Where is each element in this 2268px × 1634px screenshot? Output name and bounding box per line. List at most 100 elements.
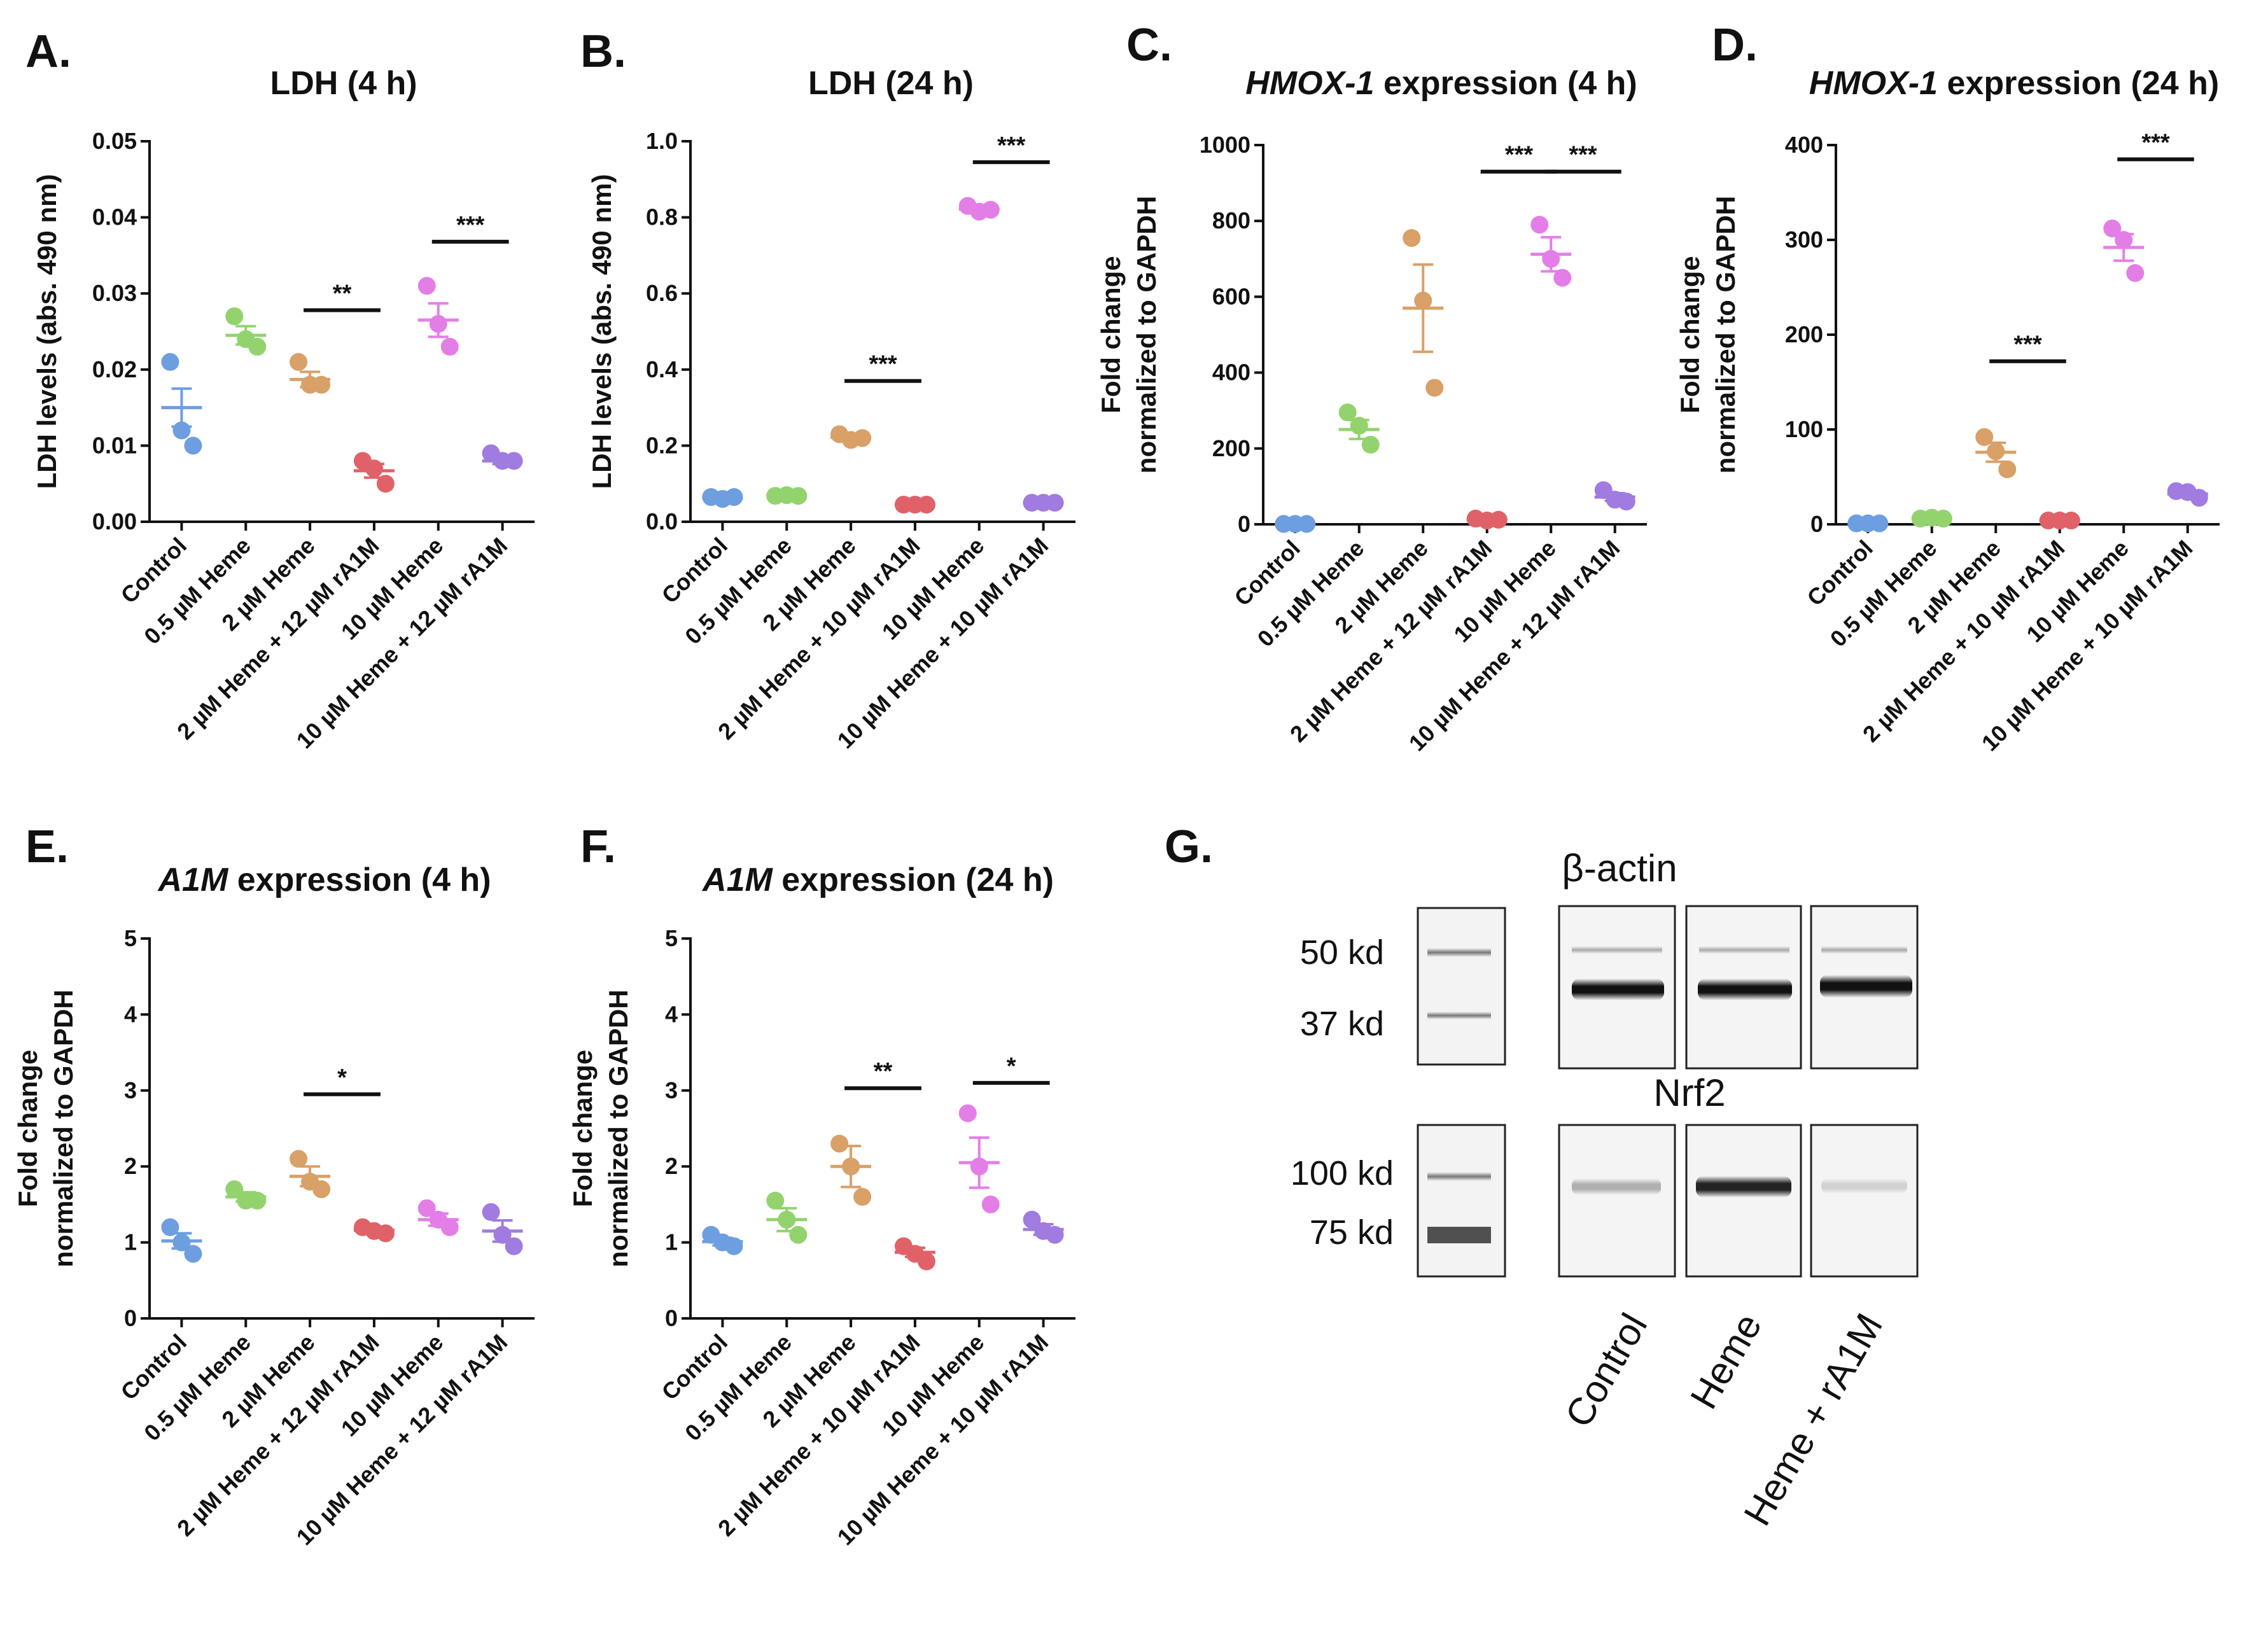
y-axis-label: Fold change — [568, 1050, 598, 1207]
data-point — [225, 1180, 244, 1199]
y-tick-label: 0 — [1810, 511, 1823, 537]
ladder-band-100kd — [1427, 1172, 1491, 1181]
data-point — [1998, 460, 2017, 478]
data-point — [482, 1203, 500, 1221]
y-tick-label: 2 — [124, 1153, 137, 1179]
actin-faint-band-control — [1572, 946, 1662, 954]
beta-actin-title: β-actin — [1562, 847, 1677, 890]
data-point — [917, 1252, 935, 1271]
significance-label: * — [337, 1065, 347, 1091]
y-tick-label: 0.02 — [92, 356, 137, 382]
title-gene: HMOX-1 — [1245, 65, 1374, 102]
data-point — [161, 353, 179, 371]
significance-label: *** — [1505, 142, 1534, 169]
y-tick-label: 0.6 — [646, 280, 678, 306]
actin-band-heme-ra1m — [1820, 975, 1912, 998]
chart-title: A1M expression (24 h) — [701, 862, 1054, 898]
charts-layer: A. LDH (4 h) LDH levels (abs. 490 nm) 0.0 0 0… — [13, 20, 2220, 1550]
chart-title: HMOX-1 expression (24 h) — [1809, 65, 2219, 102]
nrf2-title: Nrf2 — [1653, 1072, 1725, 1114]
chart-panel-a: A. LDH (4 h) LDH levels (abs. 490 nm) 0.00 0… — [25, 26, 535, 753]
chart-title: LDH (4 h) — [270, 65, 417, 102]
y-tick-label: 0.0 — [646, 508, 678, 534]
data-point — [853, 1187, 872, 1206]
data-point — [248, 337, 267, 356]
data-point — [184, 436, 202, 455]
ladder-band-50kd — [1427, 948, 1491, 957]
y-tick-label: 1000 — [1200, 132, 1250, 158]
actin-faint-band-heme — [1699, 946, 1789, 954]
y-tick-label: 400 — [1212, 360, 1250, 386]
y-tick-label: 800 — [1212, 207, 1250, 234]
significance-label: *** — [997, 132, 1026, 159]
y-tick-label: 200 — [1212, 435, 1250, 461]
title-gene: A1M — [157, 862, 228, 898]
title-text: expression (24 h) — [773, 862, 1054, 898]
marker-100kd: 100 kd — [1291, 1154, 1394, 1192]
chart-title: HMOX-1 expression (4 h) — [1245, 65, 1637, 102]
y-tick-label: 4 — [665, 1001, 678, 1027]
chart-panel-f: F. A1M expression (24 h) Fold change normal… — [568, 821, 1075, 1550]
y-axis-label: normalized to GAPDH — [48, 989, 78, 1267]
significance-label: *** — [869, 351, 897, 378]
y-tick-label: 4 — [124, 1001, 137, 1027]
data-point — [505, 1237, 523, 1255]
data-point — [417, 277, 436, 295]
panel-label-f: F. — [580, 821, 616, 872]
y-tick-label: 1 — [124, 1229, 137, 1255]
panel-label-e: E. — [25, 821, 69, 872]
nrf2-band-heme — [1696, 1176, 1791, 1198]
y-tick-label: 0.05 — [92, 128, 137, 154]
ladder-band-37kd — [1427, 1012, 1491, 1019]
data-point — [958, 1104, 977, 1122]
data-point — [290, 1150, 308, 1168]
y-tick-label: 1.0 — [646, 128, 678, 154]
y-tick-label: 100 — [1785, 416, 1823, 442]
lane-label-control: Control — [1557, 1306, 1656, 1434]
significance-label: ** — [333, 281, 352, 307]
chart-panel-e: E. A1M expression (4 h) Fold change normali… — [13, 821, 535, 1550]
y-tick-label: 0.01 — [92, 432, 137, 458]
nrf2-lane-heme-ra1m — [1810, 1124, 1919, 1278]
significance-label: *** — [2141, 129, 2170, 156]
data-point — [440, 1218, 459, 1236]
title-gene: A1M — [701, 862, 773, 898]
actin-ladder-membrane — [1417, 907, 1506, 1066]
panel-label-a: A. — [25, 26, 71, 77]
title-text: expression (4 h) — [228, 862, 491, 898]
marker-37kd: 37 kd — [1300, 1005, 1384, 1043]
significance-label: ** — [874, 1058, 893, 1085]
nrf2-band-control — [1572, 1178, 1661, 1195]
western-blot-panel: G. β-actin Nrf2 50 kd 37 kd 100 kd 75 kd — [1165, 821, 1919, 1532]
y-axis-label: normalized to GAPDH — [603, 989, 633, 1267]
lane-label-heme: Heme — [1682, 1306, 1770, 1416]
y-tick-label: 3 — [665, 1077, 678, 1103]
data-point — [981, 1195, 1000, 1213]
y-tick-label: 0 — [124, 1305, 137, 1331]
nrf2-band-heme-ra1m — [1821, 1178, 1907, 1194]
data-point — [1425, 379, 1444, 397]
y-axis-label: LDH levels (abs. 490 nm) — [587, 174, 617, 489]
significance-label: *** — [1569, 142, 1597, 169]
y-axis-label: Fold change — [13, 1050, 43, 1207]
y-tick-label: 5 — [124, 925, 137, 951]
actin-faint-band-heme-ra1m — [1821, 946, 1907, 954]
y-tick-label: 3 — [124, 1077, 137, 1103]
y-tick-label: 0.04 — [92, 204, 137, 230]
data-point — [1530, 216, 1549, 234]
data-point — [789, 1226, 808, 1244]
y-axis-label: Fold change — [1675, 256, 1705, 413]
panel-label-g: G. — [1165, 821, 1213, 872]
data-point — [1403, 229, 1421, 248]
y-axis-label: Fold change — [1096, 256, 1126, 413]
panel-label-c: C. — [1126, 20, 1172, 71]
data-point — [1338, 403, 1357, 422]
y-tick-label: 600 — [1212, 283, 1250, 309]
actin-band-control — [1572, 979, 1664, 1000]
data-point — [1553, 269, 1572, 287]
chart-panel-b: B. LDH (24 h) LDH levels (abs. 490 nm) 0.0 0… — [580, 26, 1075, 753]
data-point — [766, 1191, 785, 1210]
y-tick-label: 0.4 — [646, 356, 678, 382]
y-tick-label: 0.2 — [646, 432, 678, 458]
